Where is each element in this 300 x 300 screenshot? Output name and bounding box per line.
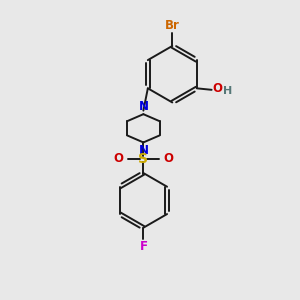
Text: S: S xyxy=(138,152,148,166)
Text: H: H xyxy=(223,86,232,96)
Text: N: N xyxy=(138,100,148,113)
Text: Br: Br xyxy=(165,19,180,32)
Text: N: N xyxy=(138,144,148,157)
Text: O: O xyxy=(212,82,222,95)
Text: F: F xyxy=(140,240,147,253)
Text: O: O xyxy=(113,152,124,165)
Text: O: O xyxy=(163,152,173,165)
